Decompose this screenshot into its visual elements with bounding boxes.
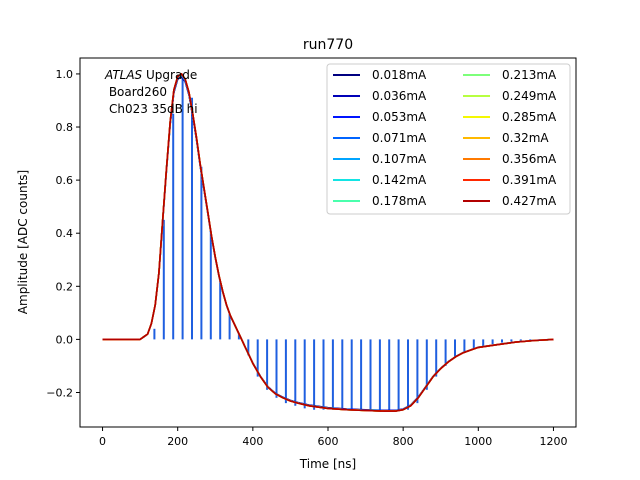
annotation-line-1: ATLAS Upgrade xyxy=(104,68,197,82)
x-tick-label: 800 xyxy=(393,435,414,448)
legend-label: 0.249mA xyxy=(502,89,557,103)
y-tick-label: 0.6 xyxy=(56,174,74,187)
y-tick-label: 0.2 xyxy=(56,280,74,293)
annotation-upgrade: Upgrade xyxy=(142,68,197,82)
legend-label: 0.107mA xyxy=(372,152,427,166)
legend-label: 0.018mA xyxy=(372,68,427,82)
x-tick-label: 600 xyxy=(318,435,339,448)
y-axis-label: Amplitude [ADC counts] xyxy=(16,170,30,314)
legend-label: 0.071mA xyxy=(372,131,427,145)
legend-label: 0.036mA xyxy=(372,89,427,103)
x-tick-label: 0 xyxy=(99,435,106,448)
y-tick-label: 0.8 xyxy=(56,121,74,134)
atlas-annotation: ATLAS Upgrade Board260 Ch023 35dB hi xyxy=(104,68,198,116)
x-tick-label: 200 xyxy=(167,435,188,448)
y-tick-label: 0.4 xyxy=(56,227,74,240)
x-tick-label: 1200 xyxy=(539,435,567,448)
legend: 0.018mA 0.036mA 0.053mA 0.071mA 0.107mA 0.142… xyxy=(326,63,571,215)
legend-label: 0.356mA xyxy=(502,152,557,166)
x-tick-label: 1000 xyxy=(464,435,492,448)
legend-label: 0.213mA xyxy=(502,68,557,82)
y-tick-label: 0.0 xyxy=(56,333,74,346)
axis-ticks: 0 200 400 600 800 1000 1200 −0.2 0.0 0.2 0.4 0.6 0.8… xyxy=(46,68,567,448)
x-tick-label: 400 xyxy=(242,435,263,448)
legend-box xyxy=(326,63,571,215)
legend-label: 0.427mA xyxy=(502,194,557,208)
plot-area xyxy=(102,73,554,412)
y-tick-label: −0.2 xyxy=(46,386,73,399)
legend-label: 0.142mA xyxy=(372,173,427,187)
chart-title: run770 xyxy=(303,37,353,53)
series-line-0.427mA xyxy=(102,73,554,412)
annotation-italic: ATLAS xyxy=(104,68,143,82)
annotation-line-2: Board260 xyxy=(105,85,167,99)
legend-label: 0.053mA xyxy=(372,110,427,124)
annotation-line-3: Ch023 35dB hi xyxy=(109,102,198,116)
legend-label: 0.391mA xyxy=(502,173,557,187)
legend-label: 0.178mA xyxy=(372,194,427,208)
legend-label: 0.285mA xyxy=(502,110,557,124)
x-axis-label: Time [ns] xyxy=(299,457,356,471)
legend-label: 0.32mA xyxy=(502,131,549,145)
y-tick-label: 1.0 xyxy=(56,68,74,81)
